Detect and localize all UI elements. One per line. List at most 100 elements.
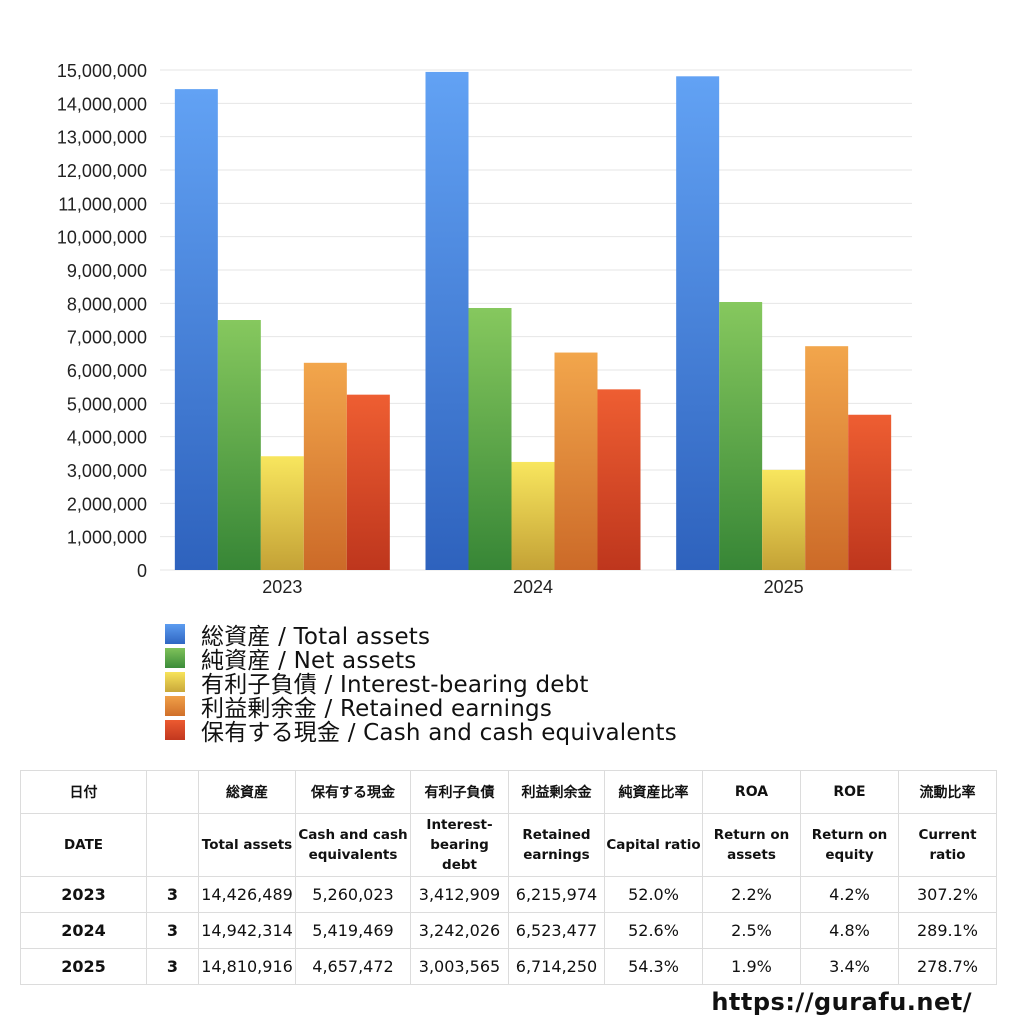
- x-tick-label: 2023: [262, 577, 302, 597]
- cell-total-assets: 14,810,916: [198, 948, 296, 985]
- header-cash-en: Cash and cash equivalents: [295, 813, 411, 877]
- y-tick-label: 14,000,000: [57, 94, 147, 114]
- header-debt-en: Interest-bearing debt: [410, 813, 509, 877]
- cell-month: 3: [146, 876, 199, 913]
- header-capital-ratio-jp: 純資産比率: [604, 770, 703, 814]
- y-tick-label: 6,000,000: [67, 361, 147, 381]
- y-tick-label: 4,000,000: [67, 428, 147, 448]
- cell-roe: 3.4%: [800, 948, 899, 985]
- cell-year: 2024: [20, 912, 147, 949]
- legend-swatch-cash: [165, 720, 185, 740]
- legend-label: 総資産 / Total assets: [201, 624, 431, 650]
- bar: [848, 414, 892, 570]
- y-tick-label: 9,000,000: [67, 261, 147, 281]
- legend-label: 純資産 / Net assets: [201, 648, 417, 674]
- cell-debt: 3,003,565: [410, 948, 509, 985]
- cell-year: 2025: [20, 948, 147, 985]
- header-capital-ratio-en: Capital ratio: [604, 813, 703, 877]
- header-retained-en: Retained earnings: [508, 813, 605, 877]
- header-roe: ROE: [800, 770, 899, 814]
- cell-current-ratio: 307.2%: [898, 876, 997, 913]
- cell-total-assets: 14,942,314: [198, 912, 296, 949]
- cell-cash: 5,260,023: [295, 876, 411, 913]
- bar: [260, 456, 304, 570]
- cell-roe: 4.8%: [800, 912, 899, 949]
- bar-chart: 0 1,000,000 2,000,000 3,000,000 4,000,000 5,0…: [57, 61, 912, 597]
- y-tick-label: 12,000,000: [57, 161, 147, 181]
- header-debt-jp: 有利子負債: [410, 770, 509, 814]
- legend-item: 保有する現金 / Cash and cash equivalents: [165, 718, 677, 746]
- x-tick-label: 2024: [513, 577, 553, 597]
- table-header-jp: 日付 総資産 保有する現金 有利子負債 利益剰余金 純資産比率 ROA ROE …: [20, 770, 997, 814]
- y-axis-ticks: 0 1,000,000 2,000,000 3,000,000 4,000,000 5,0…: [57, 61, 147, 581]
- cell-cash: 5,419,469: [295, 912, 411, 949]
- bar: [805, 346, 849, 570]
- cell-debt: 3,412,909: [410, 876, 509, 913]
- header-return-on-assets: Return on assets: [702, 813, 801, 877]
- bar: [468, 308, 512, 570]
- cell-total-assets: 14,426,489: [198, 876, 296, 913]
- y-tick-label: 11,000,000: [58, 194, 147, 214]
- x-axis-ticks: 2023 2024 2025: [262, 577, 803, 597]
- cell-current-ratio: 278.7%: [898, 948, 997, 985]
- legend: 総資産 / Total assets 純資産 / Net assets 有利子負…: [165, 622, 677, 746]
- header-cash-jp: 保有する現金: [295, 770, 411, 814]
- y-tick-label: 13,000,000: [57, 128, 147, 148]
- header-date-jp: 日付: [20, 770, 147, 814]
- bars: [174, 71, 892, 571]
- header-retained-jp: 利益剰余金: [508, 770, 605, 814]
- x-tick-label: 2025: [764, 577, 804, 597]
- table-header-en: DATE Total assets Cash and cash equivale…: [20, 813, 997, 877]
- cell-capital-ratio: 52.6%: [604, 912, 703, 949]
- bar: [554, 352, 598, 570]
- header-return-on-equity: Return on equity: [800, 813, 899, 877]
- header-date-en: DATE: [20, 813, 147, 877]
- legend-label: 保有する現金 / Cash and cash equivalents: [201, 720, 677, 746]
- bar: [174, 89, 218, 570]
- legend-item: 純資産 / Net assets: [165, 646, 677, 674]
- legend-swatch-retained-earnings: [165, 696, 185, 716]
- y-tick-label: 3,000,000: [67, 461, 147, 481]
- header-total-assets-en: Total assets: [198, 813, 296, 877]
- cell-cash: 4,657,472: [295, 948, 411, 985]
- header-total-assets-jp: 総資産: [198, 770, 296, 814]
- cell-month: 3: [146, 948, 199, 985]
- bar: [425, 71, 469, 571]
- bar: [346, 394, 390, 570]
- source-url: https://gurafu.net/: [711, 988, 972, 1016]
- table-row: 2025 3 14,810,916 4,657,472 3,003,565 6,…: [20, 948, 997, 985]
- legend-swatch-net-assets: [165, 648, 185, 668]
- table-row: 2024 3 14,942,314 5,419,469 3,242,026 6,…: [20, 912, 997, 949]
- y-tick-label: 2,000,000: [67, 494, 147, 514]
- legend-label: 利益剰余金 / Retained earnings: [201, 696, 553, 722]
- cell-year: 2023: [20, 876, 147, 913]
- bar: [719, 302, 763, 570]
- cell-roa: 2.5%: [702, 912, 801, 949]
- legend-swatch-interest-bearing-debt: [165, 672, 185, 692]
- header-roa: ROA: [702, 770, 801, 814]
- cell-roa: 2.2%: [702, 876, 801, 913]
- table-row: 2023 3 14,426,489 5,260,023 3,412,909 6,…: [20, 876, 997, 913]
- bar: [303, 362, 347, 570]
- y-tick-label: 0: [137, 561, 147, 581]
- header-current-ratio-en: Current ratio: [898, 813, 997, 877]
- header-blank: [146, 770, 199, 814]
- y-tick-label: 7,000,000: [67, 328, 147, 348]
- cell-capital-ratio: 54.3%: [604, 948, 703, 985]
- y-tick-label: 1,000,000: [67, 528, 147, 548]
- y-tick-label: 15,000,000: [57, 61, 147, 81]
- y-tick-label: 5,000,000: [67, 394, 147, 414]
- financial-table: 日付 総資産 保有する現金 有利子負債 利益剰余金 純資産比率 ROA ROE …: [20, 770, 997, 985]
- bar: [511, 461, 555, 570]
- bar: [597, 389, 641, 570]
- cell-retained: 6,215,974: [508, 876, 605, 913]
- y-tick-label: 10,000,000: [57, 228, 147, 248]
- cell-month: 3: [146, 912, 199, 949]
- header-blank: [146, 813, 199, 877]
- grid-lines: [160, 69, 912, 571]
- legend-label: 有利子負債 / Interest-bearing debt: [201, 672, 589, 698]
- cell-retained: 6,714,250: [508, 948, 605, 985]
- cell-roe: 4.2%: [800, 876, 899, 913]
- legend-item: 総資産 / Total assets: [165, 622, 677, 650]
- bar: [762, 469, 806, 570]
